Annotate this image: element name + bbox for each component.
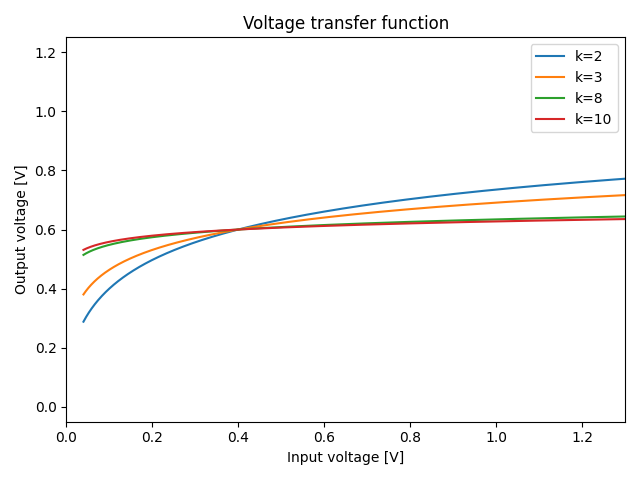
k=2 [299, 213, 307, 218]
Y-axis label: Output voltage [V]: Output voltage [V] [15, 165, 29, 294]
k=3 [621, 192, 629, 198]
k=8 [511, 216, 519, 222]
k=3 [511, 199, 519, 204]
Line: k=3: k=3 [83, 195, 625, 294]
k=2 [79, 319, 87, 324]
X-axis label: Input voltage [V]: Input voltage [V] [287, 451, 404, 465]
k=10 [135, 234, 143, 240]
Legend: k=2, k=3, k=8, k=10: k=2, k=3, k=8, k=10 [531, 44, 618, 132]
k=8 [79, 252, 87, 258]
k=8 [299, 223, 307, 229]
k=2 [511, 185, 519, 191]
k=3 [502, 199, 509, 205]
Line: k=8: k=8 [83, 216, 625, 255]
k=3 [299, 217, 307, 223]
k=10 [79, 247, 87, 253]
k=10 [621, 216, 629, 222]
k=2 [318, 209, 326, 215]
k=10 [299, 224, 307, 229]
Title: Voltage transfer function: Voltage transfer function [243, 15, 449, 33]
k=8 [502, 216, 509, 222]
k=10 [502, 218, 509, 224]
k=3 [135, 252, 143, 258]
k=2 [621, 176, 629, 181]
Line: k=2: k=2 [83, 179, 625, 322]
k=8 [451, 217, 459, 223]
k=8 [318, 222, 326, 228]
k=2 [502, 186, 509, 192]
k=10 [511, 218, 519, 224]
k=8 [135, 236, 143, 242]
Line: k=10: k=10 [83, 219, 625, 250]
k=2 [451, 191, 459, 197]
k=10 [318, 223, 326, 229]
k=3 [318, 215, 326, 221]
k=10 [451, 219, 459, 225]
k=3 [451, 203, 459, 208]
k=8 [621, 214, 629, 219]
k=2 [135, 264, 143, 270]
k=3 [79, 291, 87, 297]
